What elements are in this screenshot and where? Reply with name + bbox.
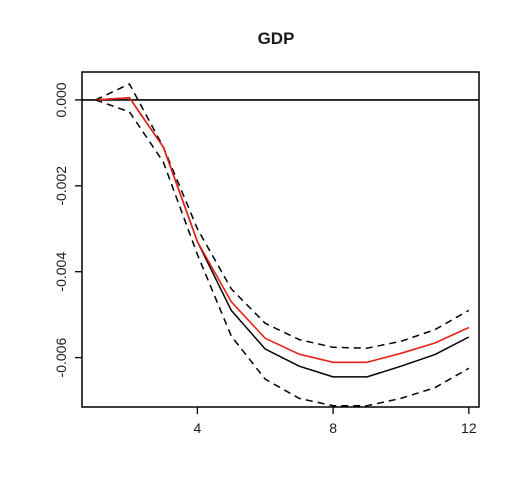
plot-frame <box>81 71 480 408</box>
y-tick-label: -0.004 <box>53 252 69 292</box>
lower-band-line <box>95 99 470 407</box>
x-tick-label: 12 <box>461 420 477 436</box>
y-tick-label: -0.002 <box>53 166 69 206</box>
lower-estimate-line <box>95 97 470 378</box>
x-tick-label: 4 <box>193 420 201 436</box>
y-tick-label: -0.006 <box>53 338 69 378</box>
x-tick-label: 8 <box>329 420 337 436</box>
y-tick-label: 0.000 <box>53 82 69 117</box>
chart-title: GDP <box>258 29 295 48</box>
response-line <box>95 97 470 364</box>
upper-band-line <box>95 83 470 349</box>
